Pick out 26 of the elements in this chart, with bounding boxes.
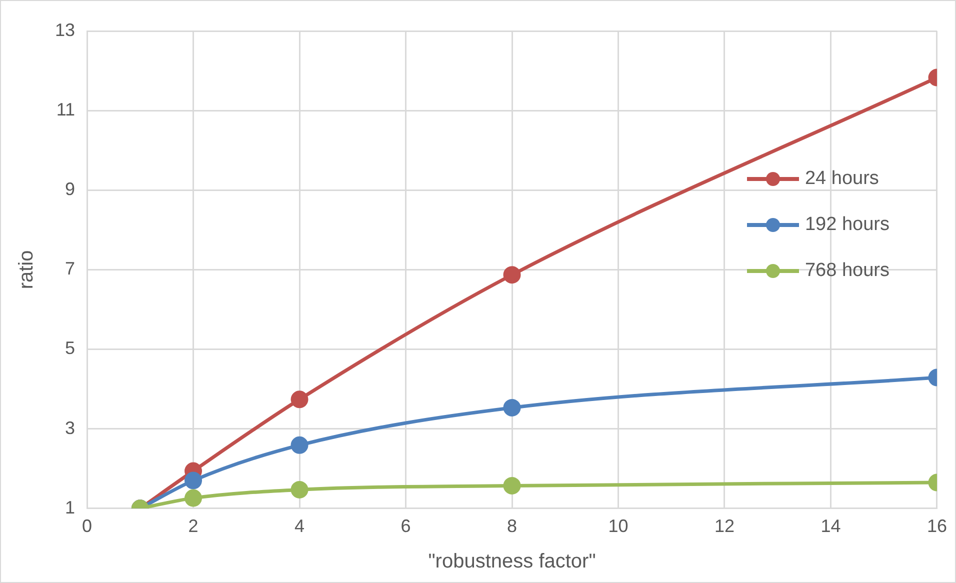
- x-tick-label: 12: [714, 516, 735, 536]
- x-tick-label: 14: [820, 516, 841, 536]
- y-tick-label: 3: [65, 418, 76, 438]
- legend-label: 192 hours: [804, 214, 890, 236]
- legend-label: 768 hours: [804, 260, 890, 282]
- y-tick-label: 7: [65, 258, 76, 279]
- x-tick-label: 6: [400, 516, 411, 536]
- y-tick-label: 11: [56, 100, 76, 120]
- x-tick-label: 16: [926, 516, 948, 536]
- point: [184, 489, 202, 507]
- point: [290, 480, 308, 498]
- point: [290, 436, 308, 454]
- x-axis-title: "robustness factor": [428, 550, 596, 573]
- y-tick-label: 13: [54, 20, 76, 40]
- x-tick-label: 10: [608, 516, 628, 536]
- y-tick-label: 1: [65, 497, 76, 518]
- x-tick-label: 2: [188, 516, 198, 536]
- point: [290, 390, 308, 408]
- x-tick-label: 0: [82, 516, 92, 536]
- y-tick-label: 5: [65, 338, 76, 358]
- x-tick-label: 8: [507, 516, 518, 536]
- y-axis-title: ratio: [16, 250, 38, 290]
- point: [184, 472, 202, 490]
- y-tick-label: 9: [65, 179, 76, 200]
- legend-label: 24 hours: [804, 168, 879, 190]
- x-tick-label: 4: [294, 516, 305, 536]
